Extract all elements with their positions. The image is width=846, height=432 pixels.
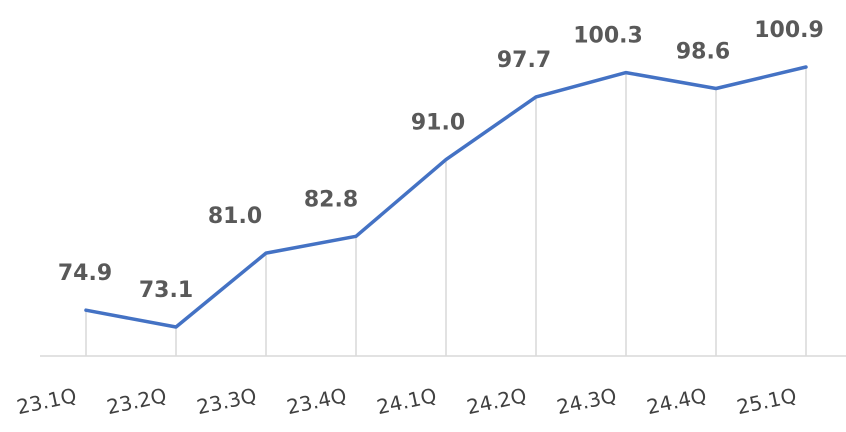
x-tick-labels: 23.1Q 23.2Q 23.3Q 23.4Q 24.1Q 24.2Q 24.3Q 24.4Q… (15, 383, 799, 419)
x-tick-label: 23.4Q (285, 383, 349, 419)
data-label: 74.9 (58, 261, 112, 286)
x-tick-label: 23.1Q (15, 383, 79, 419)
x-tick-label: 24.3Q (555, 383, 619, 419)
x-tick-label: 24.1Q (375, 383, 439, 419)
data-labels: 74.9 73.1 81.0 82.8 91.0 97.7 100.3 98.6 100.9 (58, 18, 824, 303)
data-label: 100.9 (754, 18, 824, 43)
data-label: 82.8 (304, 187, 358, 212)
data-label: 100.3 (573, 24, 643, 49)
series-line (84, 65, 808, 329)
data-label: 98.6 (676, 40, 730, 65)
x-tick-label: 23.3Q (195, 383, 259, 419)
data-label: 81.0 (208, 204, 262, 229)
data-label: 91.0 (411, 111, 465, 136)
x-tick-label: 23.2Q (105, 383, 169, 419)
data-label: 97.7 (497, 48, 551, 73)
x-tick-label: 24.4Q (645, 383, 709, 419)
data-label: 73.1 (139, 278, 193, 303)
x-tick-label: 24.2Q (465, 383, 529, 419)
vertical-gridlines (85, 67, 807, 356)
x-tick-label: 25.1Q (735, 383, 799, 419)
